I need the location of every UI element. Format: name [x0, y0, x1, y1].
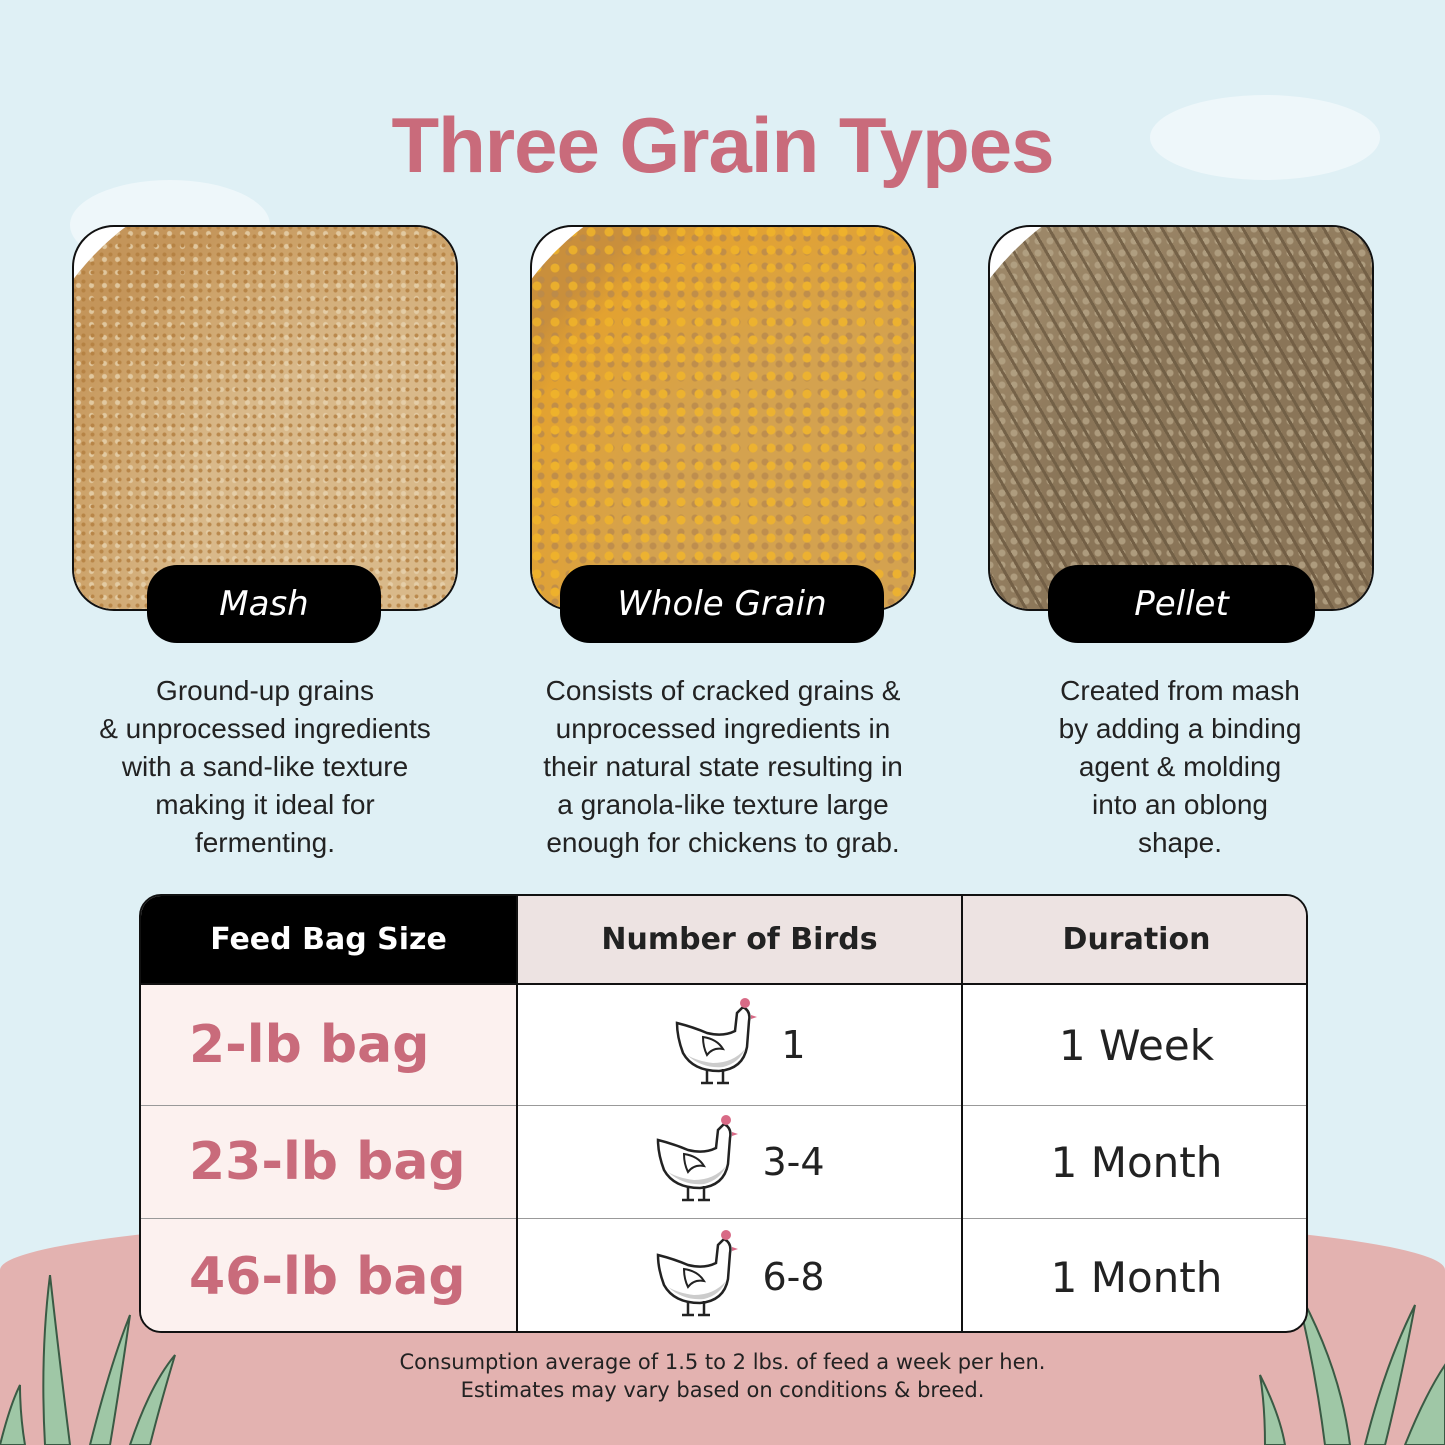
bag-size-cell: 2-lb bag	[141, 985, 516, 1106]
mash-description: Ground-up grains & unprocessed ingredien…	[40, 672, 490, 862]
footnote: Consumption average of 1.5 to 2 lbs. of …	[0, 1348, 1445, 1404]
bag-size-cell: 23-lb bag	[141, 1106, 516, 1219]
desc-line: Created from mash	[1060, 675, 1300, 706]
grain-pile	[532, 227, 914, 609]
desc-line: unprocessed ingredients in	[555, 713, 891, 744]
desc-line: Consists of cracked grains &	[545, 675, 901, 706]
grain-label-mash: Mash	[147, 565, 381, 643]
desc-line: Ground-up grains	[156, 675, 374, 706]
desc-line: making it ideal for	[155, 789, 375, 820]
desc-line: fermenting.	[194, 827, 336, 858]
bag-size-cell: 46-lb bag	[141, 1219, 516, 1331]
header-feed-bag-size: Feed Bag Size	[141, 896, 516, 985]
header-duration: Duration	[963, 896, 1306, 985]
pellet-description: Created from mash by adding a binding ag…	[970, 672, 1390, 862]
desc-line: agent & molding	[1078, 751, 1282, 782]
chicken-icon	[654, 1229, 739, 1326]
feed-table: Feed Bag Size 2-lb bag 23-lb bag 46-lb b…	[139, 894, 1308, 1333]
whole-grain-image	[530, 225, 916, 611]
col-bag-size: Feed Bag Size 2-lb bag 23-lb bag 46-lb b…	[141, 896, 518, 1331]
grain-label-pellet: Pellet	[1048, 565, 1315, 643]
col-duration: Duration 1 Week 1 Month 1 Month	[963, 896, 1306, 1331]
duration-cell: 1 Week	[963, 985, 1306, 1106]
chicken-icon	[673, 997, 758, 1094]
birds-value: 1	[781, 1023, 806, 1067]
birds-value: 6-8	[762, 1255, 825, 1299]
pellet-image	[988, 225, 1374, 611]
duration-cell: 1 Month	[1050, 1252, 1223, 1302]
header-number-of-birds: Number of Birds	[518, 896, 961, 985]
mash-image	[72, 225, 458, 611]
desc-line: enough for chickens to grab.	[546, 827, 900, 858]
cloud	[1150, 95, 1380, 180]
whole-grain-description: Consists of cracked grains & unprocessed…	[488, 672, 958, 862]
grain-label-whole-grain: Whole Grain	[560, 565, 884, 643]
desc-line: into an oblong	[1092, 789, 1268, 820]
desc-line: shape.	[1137, 827, 1223, 858]
birds-cell: 6-8	[518, 1219, 961, 1331]
birds-cell: 1	[518, 985, 961, 1106]
grass-left	[0, 1275, 176, 1445]
footnote-line: Consumption average of 1.5 to 2 lbs. of …	[399, 1350, 1046, 1374]
desc-line: a granola-like texture large	[557, 789, 889, 820]
pellet-pile	[990, 227, 1372, 609]
birds-cell: 3-4	[518, 1106, 961, 1219]
desc-line: & unprocessed ingredients	[99, 713, 431, 744]
desc-line: by adding a binding	[1058, 713, 1302, 744]
footnote-line: Estimates may vary based on conditions &…	[460, 1378, 985, 1402]
mash-pile	[74, 227, 456, 609]
chicken-icon	[654, 1114, 739, 1211]
desc-line: with a sand-like texture	[121, 751, 409, 782]
duration-cell: 1 Month	[963, 1106, 1306, 1219]
birds-value: 3-4	[762, 1140, 825, 1184]
page-title: Three Grain Types	[391, 101, 1054, 189]
col-birds: Number of Birds 1 3-4 6-8	[518, 896, 963, 1331]
desc-line: their natural state resulting in	[543, 751, 903, 782]
